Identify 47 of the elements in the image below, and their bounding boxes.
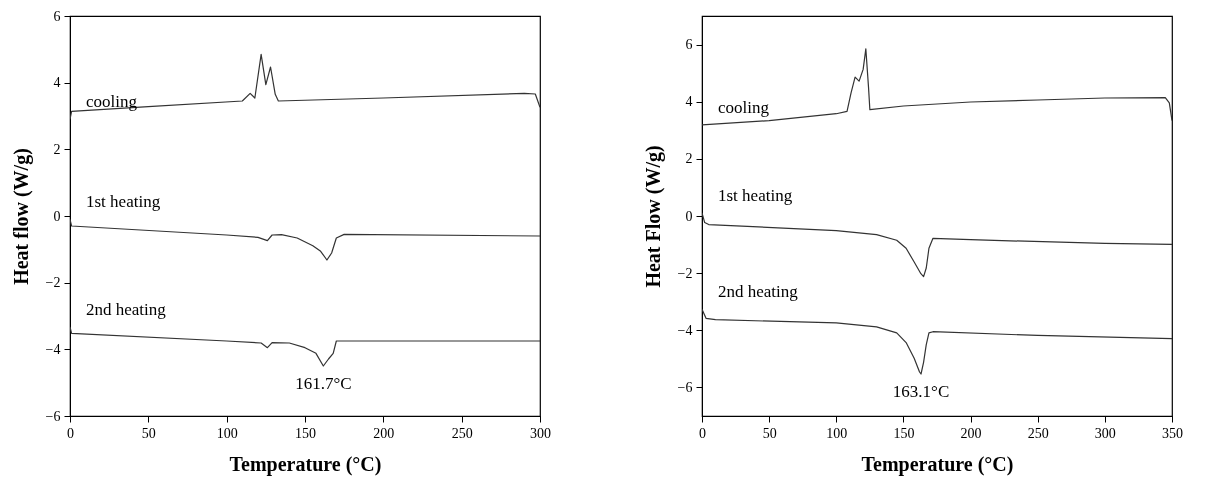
x-tick-label: 250	[451, 425, 473, 441]
x-tick-label: 0	[67, 425, 74, 441]
line-series	[70, 53, 540, 120]
y-tick-label: 6	[53, 8, 61, 24]
x-tick-label: 300	[1094, 425, 1116, 441]
y-tick-label: 0	[685, 208, 693, 224]
x-tick-label: 300	[530, 425, 551, 441]
series-label: 1st heating	[86, 192, 161, 212]
y-tick-label: 0	[53, 208, 61, 224]
series-label: cooling	[86, 92, 138, 112]
y-tick-label: −2	[45, 275, 61, 291]
series-label: 2nd heating	[718, 282, 799, 302]
line-series	[70, 218, 540, 261]
series-label: 1st heating	[718, 185, 793, 205]
x-tick-label: 0	[699, 425, 706, 441]
x-tick-label: 100	[826, 425, 848, 441]
series-label: 2nd heating	[86, 300, 167, 319]
y-tick-label: −4	[45, 341, 61, 357]
x-axis-title: Temperature (°C)	[229, 452, 382, 476]
x-tick-label: 200	[373, 425, 395, 441]
annotation: 161.7°C	[295, 374, 352, 393]
x-tick-label: 50	[762, 425, 777, 441]
line-series	[702, 212, 1172, 278]
x-tick-label: 150	[295, 425, 316, 441]
y-tick-label: 4	[685, 94, 693, 110]
y-tick-label: −4	[677, 322, 693, 338]
y-tick-label: −6	[677, 379, 693, 395]
x-tick-label: 150	[893, 425, 915, 441]
y-axis-title: Heat flow (W/g)	[9, 148, 33, 285]
y-tick-label: −6	[45, 408, 61, 424]
y-tick-label: 6	[685, 37, 693, 53]
x-tick-label: 200	[960, 425, 982, 441]
y-axis-title: Heat Flow (W/g)	[641, 145, 665, 288]
x-tick-label: 100	[216, 425, 238, 441]
y-tick-label: 2	[685, 151, 693, 167]
y-tick-label: 4	[53, 75, 61, 91]
y-tick-label: −2	[677, 265, 693, 281]
y-tick-label: 2	[53, 141, 61, 157]
line-series	[70, 326, 540, 367]
x-tick-label: 50	[141, 425, 156, 441]
line-series	[702, 48, 1172, 126]
line-series	[702, 308, 1172, 375]
x-tick-label: 250	[1027, 425, 1049, 441]
x-axis-title: Temperature (°C)	[861, 452, 1014, 476]
series-label: cooling	[718, 97, 770, 117]
x-tick-label: 350	[1162, 425, 1183, 441]
annotation: 163.1°C	[892, 382, 950, 401]
